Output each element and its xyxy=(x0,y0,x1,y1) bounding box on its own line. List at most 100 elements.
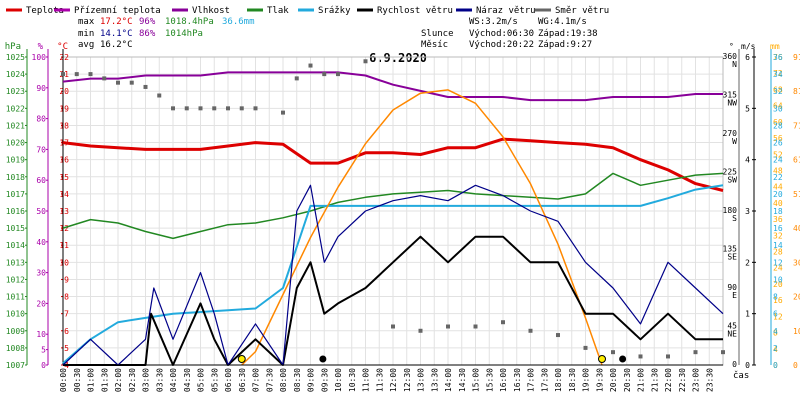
direction-tick-label: 90 xyxy=(727,283,737,292)
wind-direction-point xyxy=(473,324,478,329)
temperature-tick-label: 12 xyxy=(59,224,69,233)
humidity-tick-label: 10 xyxy=(36,330,46,339)
x-tick-label: 09:30 xyxy=(320,368,329,392)
wind-tick-label: 0 xyxy=(745,361,750,370)
stat-min-temp: 14.1°C xyxy=(100,29,133,39)
temperature-tick-label: 9 xyxy=(64,275,69,284)
rain-percent-tick-label: 0 xyxy=(773,361,778,370)
moon-marker xyxy=(619,355,627,363)
wind-direction-point xyxy=(446,324,450,329)
legend: Teplota Přízemní teplota Vlhkost Tlak Srážky… xyxy=(6,6,609,16)
rain-tick-label: 12 xyxy=(773,312,783,321)
rain-percent-tick-label: 32 xyxy=(773,87,783,96)
sun-rise: Východ:06:30 xyxy=(469,29,534,39)
rain-tick-label: 0 xyxy=(773,361,778,370)
rain-percent-tick-label: 6 xyxy=(773,310,778,319)
x-tick-label: 11:30 xyxy=(375,368,384,392)
wind-gust-max: WG:4.1m/s xyxy=(538,17,587,27)
stat-max-temp: 17.2°C xyxy=(100,17,133,27)
direction-name-label: SW xyxy=(727,176,737,185)
x-tick-label: 07:00 xyxy=(252,368,261,392)
legend-label-5: Rychlost větru xyxy=(377,6,453,16)
wind-direction-point xyxy=(638,354,643,359)
pressure-tick-label: 1016 xyxy=(6,207,25,216)
solar-tick-label: 612 xyxy=(793,156,800,165)
x-tick-label: 23:30 xyxy=(705,368,714,392)
humidity-axis-label: % xyxy=(38,42,44,52)
info-panel: max 17.2°C 96% 1018.4hPa 36.6mm min 14.1… xyxy=(78,17,598,50)
moon-marker xyxy=(319,355,327,363)
pressure-tick-label: 1014 xyxy=(6,241,25,250)
pressure-tick-label: 1015 xyxy=(6,224,25,233)
x-tick-label: 14:30 xyxy=(458,368,467,392)
direction-tick-label: 315 xyxy=(723,91,738,100)
solar-tick-label: 408 xyxy=(793,224,800,233)
legend-label-3: Tlak xyxy=(267,6,289,16)
rain-percent-tick-label: 8 xyxy=(773,293,778,302)
solar-tick-label: 918 xyxy=(793,53,800,62)
wind-direction-point xyxy=(391,324,395,329)
series-line-6 xyxy=(62,184,724,366)
x-tick-label: 18:30 xyxy=(568,368,577,392)
x-tick-label: 01:00 xyxy=(87,368,96,392)
x-tick-label: 03:30 xyxy=(155,368,164,392)
wind-direction-point xyxy=(129,80,134,85)
stat-min-hum: 86% xyxy=(139,29,156,39)
x-tick-label: 07:30 xyxy=(265,368,274,392)
x-tick-label: 13:30 xyxy=(430,368,439,392)
x-tick-label: 17:30 xyxy=(540,368,549,392)
humidity-tick-label: 80 xyxy=(36,115,46,124)
pressure-tick-label: 1024 xyxy=(6,70,25,79)
wind-direction-point xyxy=(253,106,258,111)
pressure-tick-label: 1022 xyxy=(6,104,25,113)
wind-direction-point xyxy=(583,345,588,350)
temperature-tick-label: 22 xyxy=(59,53,69,62)
x-tick-label: 19:00 xyxy=(582,368,591,392)
direction-name-label: NE xyxy=(727,330,737,339)
direction-name-label: E xyxy=(732,291,737,300)
direction-tick-label: 360 xyxy=(723,52,738,61)
legend-label-0: Teplota xyxy=(26,6,64,16)
direction-tick-label: 0 xyxy=(732,360,737,369)
wind-tick-label: 2 xyxy=(745,258,750,267)
direction-name-label: S xyxy=(732,214,737,223)
x-tick-label: 10:00 xyxy=(334,368,343,392)
wind-direction-point xyxy=(501,320,505,325)
direction-tick-label: 135 xyxy=(723,245,738,254)
wind-direction-point xyxy=(198,106,203,111)
x-tick-label: 08:00 xyxy=(279,368,288,392)
solar-tick-label: 204 xyxy=(793,293,800,302)
x-tick-label: 03:00 xyxy=(142,368,151,392)
wind-speed-avg: WS:3.2m/s xyxy=(469,17,518,27)
pressure-tick-label: 1017 xyxy=(6,190,25,199)
stat-min-press: 1014hPa xyxy=(165,29,203,39)
stat-max-rain: 36.6mm xyxy=(222,17,255,27)
rain-percent-tick-label: 30 xyxy=(773,104,783,113)
x-tick-label: 17:00 xyxy=(527,368,536,392)
rain-tick-label: 16 xyxy=(773,296,783,305)
wind-tick-label: 6 xyxy=(745,53,750,62)
solar-tick-label: 102 xyxy=(793,327,800,336)
temperature-tick-label: 13 xyxy=(59,207,69,216)
wind-direction-point xyxy=(143,84,148,89)
x-tick-label: 08:30 xyxy=(293,368,302,392)
series xyxy=(61,59,725,366)
wind-direction-point xyxy=(528,328,533,333)
humidity-tick-label: 5 xyxy=(41,346,46,355)
wind-axis-label: m/s xyxy=(741,42,756,51)
x-tick-label: 10:30 xyxy=(348,368,357,392)
pressure-tick-label: 1013 xyxy=(6,258,25,267)
x-tick-label: 11:00 xyxy=(362,368,371,392)
stat-avg-temp: 16.2°C xyxy=(100,40,133,50)
solar-tick-label: 510 xyxy=(793,190,800,199)
series-line-4 xyxy=(241,89,603,366)
x-tick-label: 20:30 xyxy=(623,368,632,392)
rain-tick-label: 4 xyxy=(773,345,778,354)
x-axis-label: čas xyxy=(733,370,749,381)
pressure-tick-label: 1019 xyxy=(6,156,25,165)
wind-direction-point xyxy=(61,72,65,77)
temperature-tick-label: 6 xyxy=(64,327,69,336)
x-tick-label: 04:30 xyxy=(183,368,192,392)
x-tick-label: 09:00 xyxy=(307,368,316,392)
wind-direction-point xyxy=(611,350,615,355)
